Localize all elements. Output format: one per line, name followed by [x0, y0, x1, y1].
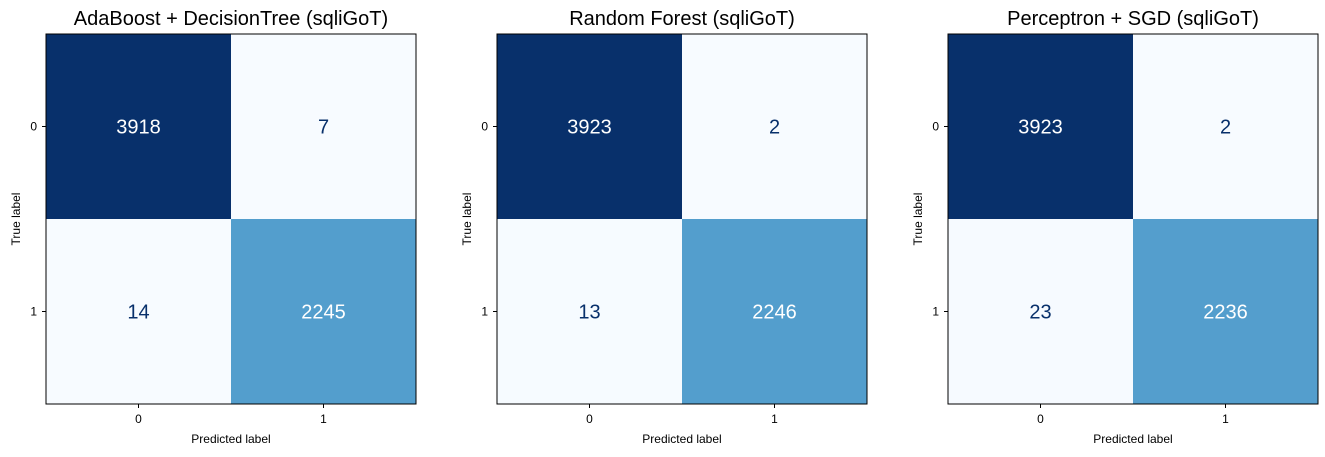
x-axis-label: Predicted label	[642, 432, 721, 446]
x-tick-label: 0	[586, 412, 593, 426]
cell-value-label: 2	[769, 117, 780, 139]
plot-frame	[45, 33, 417, 405]
chart-title: AdaBoost + DecisionTree (sqliGoT)	[74, 8, 388, 30]
matrix-cell	[1133, 219, 1318, 404]
x-axis-label: Predicted label	[1093, 432, 1172, 446]
y-tick-label: 1	[932, 305, 939, 319]
x-tick-label: 1	[1222, 412, 1229, 426]
matrix-cell	[1133, 34, 1318, 219]
cell-value-label: 2	[1220, 117, 1231, 139]
cell-value-label: 2246	[752, 302, 797, 324]
matrix-cell	[682, 34, 867, 219]
cell-value-label: 13	[578, 302, 600, 324]
plot-frame	[496, 33, 868, 405]
cell-value-label: 14	[127, 302, 149, 324]
matrix-cell	[497, 34, 682, 219]
cell-value-label: 3918	[116, 117, 161, 139]
matrix-cell	[948, 219, 1133, 404]
matrix-cell	[231, 34, 416, 219]
plot-frame	[947, 33, 1319, 405]
y-axis-label: True label	[911, 193, 925, 246]
cell-value-label: 3923	[1018, 117, 1063, 139]
cell-value-label: 23	[1029, 302, 1051, 324]
x-axis-label: Predicted label	[191, 432, 270, 446]
confusion-matrix-panel-1: Random Forest (sqliGoT) 3923 2 13 2246 0 1 0 1 Pr…	[460, 8, 868, 446]
matrix-cell	[231, 219, 416, 404]
matrix-cell	[948, 34, 1133, 219]
x-tick-label: 0	[1037, 412, 1044, 426]
x-tick-label: 1	[320, 412, 327, 426]
matrix-cell	[46, 34, 231, 219]
matrix-cell	[682, 219, 867, 404]
confusion-matrix-panel-2: Perceptron + SGD (sqliGoT) 3923 2 23 2236 0 1 0…	[911, 8, 1319, 446]
matrix-cell	[46, 219, 231, 404]
y-axis-label: True label	[9, 193, 23, 246]
matrix-cell	[497, 219, 682, 404]
cell-value-label: 7	[318, 117, 329, 139]
y-tick-label: 0	[481, 120, 488, 134]
y-tick-label: 0	[932, 120, 939, 134]
y-tick-label: 1	[30, 305, 37, 319]
y-tick-label: 1	[481, 305, 488, 319]
chart-title: Random Forest (sqliGoT)	[569, 8, 795, 30]
y-tick-label: 0	[30, 120, 37, 134]
confusion-matrix-panel-0: AdaBoost + DecisionTree (sqliGoT) 3918 7 14…	[9, 8, 417, 446]
x-tick-label: 1	[771, 412, 778, 426]
x-tick-label: 0	[135, 412, 142, 426]
cell-value-label: 2245	[301, 302, 346, 324]
y-axis-label: True label	[460, 193, 474, 246]
cell-value-label: 2236	[1203, 302, 1248, 324]
cell-value-label: 3923	[567, 117, 612, 139]
chart-title: Perceptron + SGD (sqliGoT)	[1007, 8, 1259, 30]
